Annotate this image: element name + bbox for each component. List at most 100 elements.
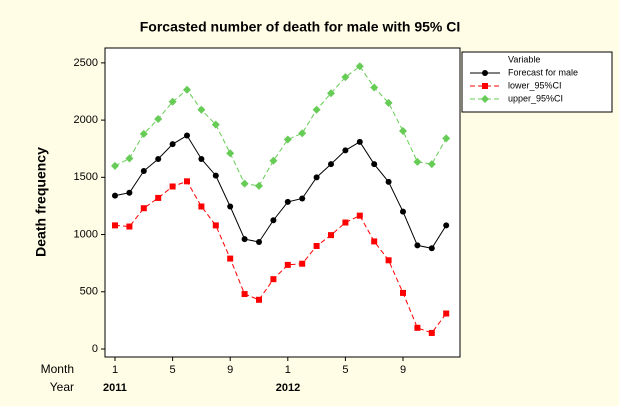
point (255, 181, 263, 190)
point (256, 296, 262, 303)
y-tick-label: 1000 (74, 228, 98, 240)
x-tick-label: 1 (285, 364, 291, 376)
point (169, 141, 176, 148)
point (299, 195, 306, 202)
x-tick-label: 5 (342, 364, 348, 376)
x-tick-label: 9 (227, 364, 233, 376)
point (427, 160, 436, 169)
point (414, 324, 421, 331)
legend-label: upper_95%CI (508, 93, 563, 103)
point (269, 156, 278, 165)
y-axis-label: Death frequency (33, 147, 49, 257)
point (482, 70, 488, 76)
point (442, 134, 451, 143)
point (126, 189, 133, 196)
x-tick-label: 9 (400, 364, 406, 376)
y-tick-label: 2500 (74, 57, 98, 69)
point (125, 154, 134, 163)
point (443, 310, 450, 317)
point (227, 255, 234, 262)
point (198, 156, 205, 163)
point (197, 105, 206, 114)
point (211, 120, 220, 129)
point (111, 161, 119, 170)
point (399, 126, 407, 135)
point (126, 223, 133, 230)
x-row-label: Month (41, 362, 74, 376)
point (212, 172, 219, 179)
point (428, 329, 435, 336)
point (227, 203, 234, 210)
point (371, 238, 378, 245)
y-tick-label: 500 (80, 286, 98, 298)
point (270, 217, 277, 224)
point (183, 85, 191, 94)
point (155, 194, 162, 201)
point (413, 157, 422, 166)
point (481, 95, 489, 103)
point (212, 222, 219, 229)
year-label: 2011 (103, 382, 127, 394)
point (400, 289, 406, 296)
legend-label: lower_95%CI (508, 80, 562, 90)
point (284, 261, 291, 268)
point (112, 192, 118, 199)
point (342, 219, 349, 226)
point (371, 161, 378, 168)
point (414, 242, 421, 249)
point (270, 276, 277, 283)
point (168, 97, 177, 106)
point (184, 178, 190, 185)
point (140, 168, 147, 175)
point (385, 178, 392, 185)
point (299, 260, 306, 267)
point (112, 222, 118, 229)
point (198, 203, 205, 210)
x-row-label: Year (50, 380, 74, 394)
point (283, 135, 292, 144)
point (313, 174, 320, 181)
point (356, 138, 363, 145)
point (154, 114, 163, 123)
legend-title: Variable (508, 54, 540, 64)
point (241, 236, 248, 243)
point (356, 212, 363, 219)
series-line (114, 134, 447, 249)
point (139, 129, 148, 138)
point (313, 242, 320, 249)
point (240, 179, 249, 188)
point (428, 245, 435, 252)
y-tick-label: 1500 (74, 171, 98, 183)
point (341, 73, 350, 82)
x-tick-label: 1 (112, 364, 118, 376)
point (400, 208, 406, 215)
point (328, 232, 334, 239)
y-tick-label: 2000 (74, 114, 98, 126)
point (384, 98, 393, 107)
series-line (114, 65, 447, 187)
y-tick-label: 0 (92, 343, 98, 355)
point (184, 132, 190, 139)
point (443, 222, 450, 229)
point (312, 105, 321, 114)
point (284, 198, 291, 205)
point (226, 149, 235, 158)
point (241, 291, 248, 298)
point (482, 83, 488, 89)
point (327, 89, 335, 98)
year-label: 2012 (276, 382, 300, 394)
x-tick-label: 5 (170, 364, 176, 376)
plot-area (104, 47, 461, 358)
point (155, 156, 162, 163)
point (342, 147, 349, 154)
legend-box (461, 51, 613, 113)
point (169, 183, 176, 190)
point (370, 83, 379, 92)
point (328, 161, 334, 168)
point (140, 205, 147, 212)
legend-label: Forecast for male (508, 67, 578, 77)
chart-title: Forcasted number of death for male with … (140, 19, 461, 35)
point (298, 129, 307, 138)
point (385, 257, 392, 264)
